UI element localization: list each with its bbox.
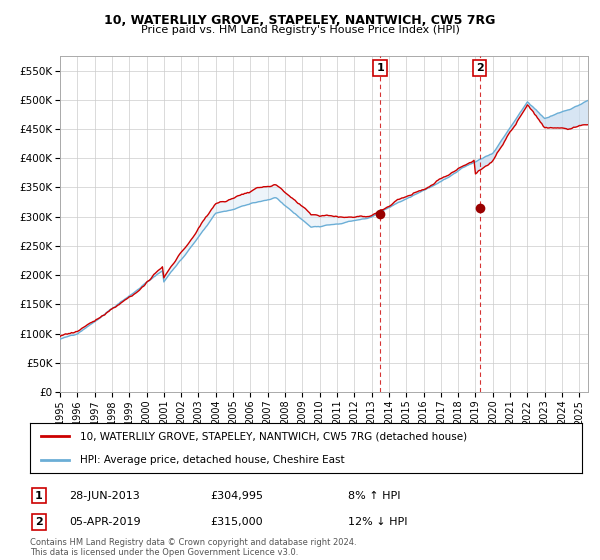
Text: 05-APR-2019: 05-APR-2019	[69, 517, 140, 527]
Text: 12% ↓ HPI: 12% ↓ HPI	[348, 517, 407, 527]
Text: 10, WATERLILY GROVE, STAPELEY, NANTWICH, CW5 7RG: 10, WATERLILY GROVE, STAPELEY, NANTWICH,…	[104, 14, 496, 27]
Text: 28-JUN-2013: 28-JUN-2013	[69, 491, 140, 501]
Text: 1: 1	[376, 63, 384, 73]
Text: Price paid vs. HM Land Registry's House Price Index (HPI): Price paid vs. HM Land Registry's House …	[140, 25, 460, 35]
Text: £304,995: £304,995	[210, 491, 263, 501]
Text: £315,000: £315,000	[210, 517, 263, 527]
Text: 2: 2	[35, 517, 43, 527]
Text: 2: 2	[476, 63, 484, 73]
Text: 8% ↑ HPI: 8% ↑ HPI	[348, 491, 401, 501]
Text: Contains HM Land Registry data © Crown copyright and database right 2024.
This d: Contains HM Land Registry data © Crown c…	[30, 538, 356, 557]
Text: 1: 1	[35, 491, 43, 501]
Text: 10, WATERLILY GROVE, STAPELEY, NANTWICH, CW5 7RG (detached house): 10, WATERLILY GROVE, STAPELEY, NANTWICH,…	[80, 431, 467, 441]
Text: HPI: Average price, detached house, Cheshire East: HPI: Average price, detached house, Ches…	[80, 455, 344, 465]
